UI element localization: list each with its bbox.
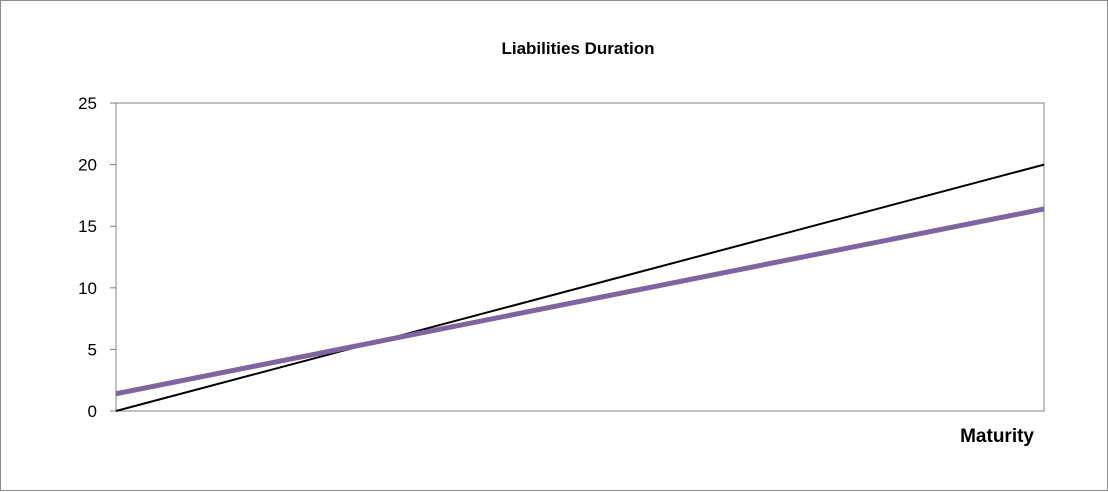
y-tick-label: 5	[88, 340, 97, 359]
y-tick-label: 15	[78, 217, 97, 236]
series-line-1	[115, 163, 1045, 412]
x-axis-label: Maturity	[960, 426, 1034, 447]
y-tick-label: 10	[78, 279, 97, 298]
y-tick-label: 20	[78, 156, 97, 175]
series-layer	[115, 163, 1045, 412]
y-tick-label: 25	[78, 94, 97, 113]
y-axis: 0 5 10 15 20 25	[78, 94, 116, 421]
series-line-2	[115, 206, 1045, 397]
y-tick-label: 0	[88, 402, 97, 421]
chart-title: Liabilities Duration	[501, 39, 654, 58]
plot-area	[115, 102, 1045, 412]
